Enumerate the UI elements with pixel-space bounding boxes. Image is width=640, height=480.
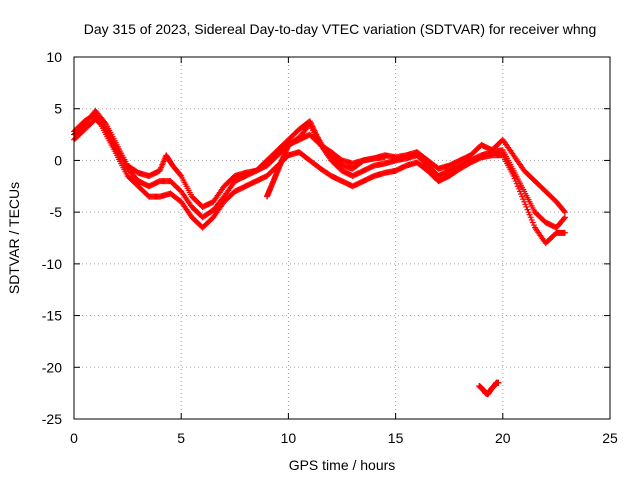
data-point: [561, 208, 568, 215]
data-point: [561, 229, 568, 236]
data-point: [512, 178, 519, 185]
data-point: [528, 216, 535, 223]
data-point: [527, 214, 534, 221]
x-tick-label: 10: [281, 430, 297, 446]
data-point: [520, 196, 527, 203]
x-tick-label: 20: [495, 430, 511, 446]
series-track-c: [71, 110, 568, 247]
y-axis-label: SDTVAR / TECUs: [6, 182, 22, 294]
data-point: [519, 193, 526, 200]
x-tick-label: 25: [602, 430, 618, 446]
data-point: [525, 209, 532, 216]
y-tick-label: 10: [46, 49, 62, 65]
data-point: [515, 185, 522, 192]
y-tick-label: -5: [50, 204, 63, 220]
series-track-d: [263, 121, 388, 200]
y-tick-label: 5: [54, 101, 62, 117]
x-tick-labels: 0 5 10 15 20 25: [70, 430, 618, 446]
series-track-b: [71, 116, 568, 231]
data-point: [529, 219, 536, 226]
chart-title: Day 315 of 2023, Sidereal Day-to-day VTE…: [84, 21, 597, 37]
series-track-a: [71, 107, 568, 216]
data-point: [530, 222, 537, 229]
y-tick-labels: -25 -20 -15 -10 -5 0 5 10: [42, 49, 62, 427]
axis-ticks: [73, 56, 611, 420]
x-tick-label: 15: [388, 430, 404, 446]
data-point: [516, 188, 523, 195]
y-tick-label: 0: [54, 152, 62, 168]
gridlines: [74, 57, 610, 419]
data-point: [495, 379, 502, 386]
data-point: [521, 198, 528, 205]
data-point: [561, 214, 568, 221]
data-point: [511, 175, 518, 182]
data-point: [518, 191, 525, 198]
data-point: [514, 183, 521, 190]
x-tick-label: 5: [177, 430, 185, 446]
data-point: [102, 119, 109, 126]
series-outlier-cluster: [476, 379, 502, 398]
x-tick-label: 0: [70, 430, 78, 446]
data-point: [561, 215, 568, 222]
data-point: [381, 154, 388, 161]
data-point: [177, 171, 184, 178]
y-tick-label: -20: [42, 359, 62, 375]
y-tick-label: -25: [42, 411, 62, 427]
data-point: [526, 211, 533, 218]
plot-frame: [73, 56, 611, 420]
data-point: [513, 180, 520, 187]
y-tick-label: -10: [42, 256, 62, 272]
data-points: [71, 107, 568, 398]
data-point: [522, 201, 529, 208]
data-point: [561, 209, 568, 216]
y-tick-label: -15: [42, 308, 62, 324]
data-point: [523, 203, 530, 210]
data-point: [510, 172, 517, 179]
x-axis-label: GPS time / hours: [289, 457, 396, 473]
data-point: [524, 206, 531, 213]
